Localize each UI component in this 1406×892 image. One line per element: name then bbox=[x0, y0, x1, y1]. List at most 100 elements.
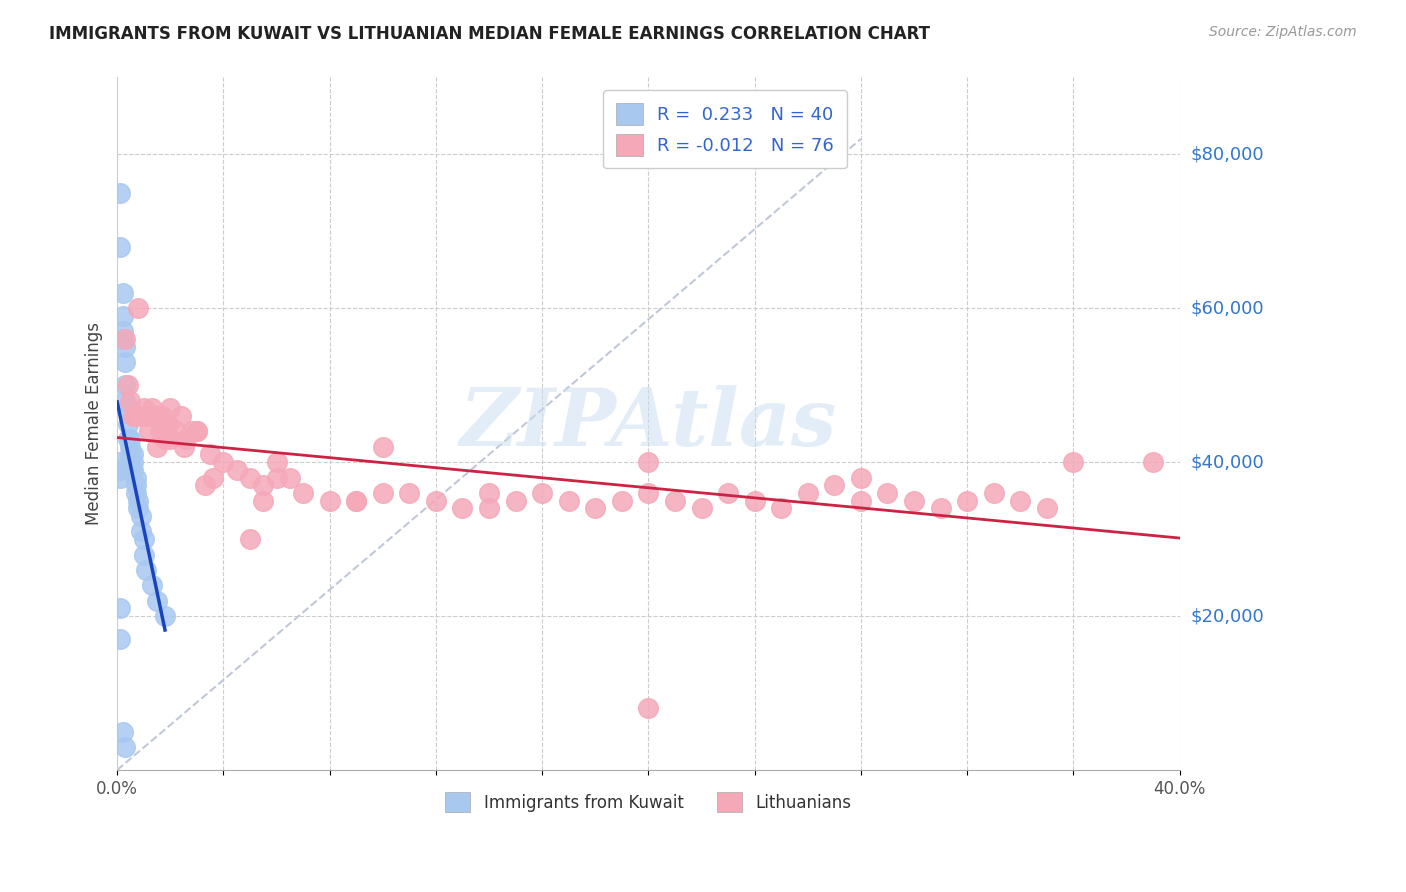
Point bbox=[903, 493, 925, 508]
Point bbox=[108, 240, 131, 254]
Point bbox=[292, 486, 315, 500]
Point bbox=[111, 285, 134, 300]
Point bbox=[132, 548, 155, 562]
Point bbox=[153, 609, 176, 624]
Point bbox=[478, 486, 501, 500]
Point bbox=[1142, 455, 1164, 469]
Point bbox=[117, 417, 139, 431]
Point bbox=[1062, 455, 1084, 469]
Point bbox=[371, 440, 394, 454]
Point bbox=[117, 432, 139, 446]
Point bbox=[114, 378, 136, 392]
Point bbox=[153, 432, 176, 446]
Point bbox=[117, 401, 139, 416]
Point bbox=[173, 440, 195, 454]
Point bbox=[108, 632, 131, 647]
Point bbox=[120, 393, 142, 408]
Point bbox=[149, 425, 172, 439]
Point bbox=[125, 409, 148, 423]
Point bbox=[690, 501, 713, 516]
Point bbox=[1010, 493, 1032, 508]
Point bbox=[318, 493, 340, 508]
Text: Source: ZipAtlas.com: Source: ZipAtlas.com bbox=[1209, 25, 1357, 39]
Point bbox=[266, 470, 288, 484]
Y-axis label: Median Female Earnings: Median Female Earnings bbox=[86, 322, 103, 525]
Point bbox=[114, 355, 136, 369]
Point bbox=[531, 486, 554, 500]
Point bbox=[344, 493, 367, 508]
Point bbox=[120, 432, 142, 446]
Point bbox=[637, 701, 659, 715]
Point bbox=[198, 448, 221, 462]
Point bbox=[478, 501, 501, 516]
Point bbox=[770, 501, 793, 516]
Point bbox=[371, 486, 394, 500]
Point bbox=[876, 486, 898, 500]
Point bbox=[135, 563, 157, 577]
Point bbox=[425, 493, 447, 508]
Point bbox=[180, 425, 202, 439]
Point bbox=[664, 493, 686, 508]
Point bbox=[141, 578, 163, 592]
Point bbox=[1036, 501, 1059, 516]
Point bbox=[344, 493, 367, 508]
Point bbox=[125, 478, 148, 492]
Point bbox=[129, 509, 152, 524]
Point bbox=[186, 425, 208, 439]
Point bbox=[146, 409, 169, 423]
Point bbox=[823, 478, 845, 492]
Point bbox=[610, 493, 633, 508]
Point bbox=[637, 486, 659, 500]
Point bbox=[114, 340, 136, 354]
Point bbox=[165, 425, 187, 439]
Point bbox=[159, 401, 181, 416]
Point bbox=[505, 493, 527, 508]
Point bbox=[117, 378, 139, 392]
Point bbox=[797, 486, 820, 500]
Point bbox=[108, 470, 131, 484]
Point bbox=[451, 501, 474, 516]
Point bbox=[849, 493, 872, 508]
Point bbox=[278, 470, 301, 484]
Point bbox=[108, 455, 131, 469]
Point bbox=[201, 470, 224, 484]
Point bbox=[111, 332, 134, 346]
Point bbox=[122, 448, 145, 462]
Point bbox=[108, 601, 131, 615]
Point bbox=[129, 524, 152, 539]
Point bbox=[120, 448, 142, 462]
Point bbox=[239, 470, 262, 484]
Point bbox=[159, 432, 181, 446]
Point bbox=[212, 455, 235, 469]
Text: $20,000: $20,000 bbox=[1191, 607, 1264, 625]
Point bbox=[239, 532, 262, 546]
Point bbox=[114, 332, 136, 346]
Point bbox=[266, 455, 288, 469]
Point bbox=[225, 463, 247, 477]
Point bbox=[132, 401, 155, 416]
Point bbox=[127, 501, 149, 516]
Point bbox=[114, 739, 136, 754]
Point bbox=[637, 455, 659, 469]
Point bbox=[983, 486, 1005, 500]
Point bbox=[557, 493, 579, 508]
Point bbox=[125, 486, 148, 500]
Text: ZIPAtlas: ZIPAtlas bbox=[460, 385, 837, 462]
Text: IMMIGRANTS FROM KUWAIT VS LITHUANIAN MEDIAN FEMALE EARNINGS CORRELATION CHART: IMMIGRANTS FROM KUWAIT VS LITHUANIAN MED… bbox=[49, 25, 931, 43]
Point bbox=[170, 409, 193, 423]
Point bbox=[122, 409, 145, 423]
Point bbox=[111, 324, 134, 338]
Point bbox=[150, 409, 173, 423]
Point bbox=[929, 501, 952, 516]
Point bbox=[252, 478, 274, 492]
Point bbox=[849, 470, 872, 484]
Point bbox=[122, 455, 145, 469]
Point bbox=[252, 493, 274, 508]
Point bbox=[111, 724, 134, 739]
Legend: Immigrants from Kuwait, Lithuanians: Immigrants from Kuwait, Lithuanians bbox=[434, 780, 863, 824]
Point bbox=[143, 409, 166, 423]
Point bbox=[108, 186, 131, 200]
Point bbox=[125, 470, 148, 484]
Text: $80,000: $80,000 bbox=[1191, 145, 1264, 163]
Text: $40,000: $40,000 bbox=[1191, 453, 1264, 471]
